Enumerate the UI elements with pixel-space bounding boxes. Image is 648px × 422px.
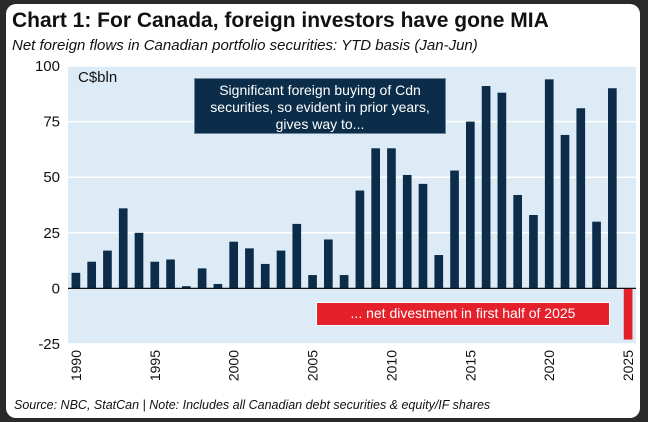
y-axis-unit-label: C$bln <box>78 69 117 86</box>
x-tick-label: 2015 <box>462 350 478 381</box>
bar-2011 <box>402 174 412 289</box>
bar-2000 <box>229 241 239 289</box>
x-tick-label: 2010 <box>383 350 399 381</box>
x-tick-label: 2000 <box>226 350 242 381</box>
bar-1998 <box>197 268 207 289</box>
bar-2008 <box>355 190 365 289</box>
x-tick-label: 2005 <box>305 350 321 381</box>
chart-card: Chart 1: For Canada, foreign investors h… <box>6 4 640 418</box>
bar-2018 <box>513 194 523 289</box>
chart-title: Chart 1: For Canada, foreign investors h… <box>12 9 549 32</box>
bar-2017 <box>497 92 507 289</box>
x-tick-label: 1990 <box>68 350 84 381</box>
bar-2015 <box>465 121 475 289</box>
bar-2013 <box>434 255 444 289</box>
bar-1990 <box>71 272 81 289</box>
bar-1999 <box>213 283 223 289</box>
annotation-top-note-text: Significant foreign buying of Cdn securi… <box>210 82 430 132</box>
bar-1995 <box>150 261 160 289</box>
source-note: Source: NBC, StatCan | Note: Includes al… <box>14 398 491 412</box>
x-tick-label: 1995 <box>147 350 163 381</box>
annotation-top-note: Significant foreign buying of Cdn securi… <box>194 78 446 134</box>
bar-2004 <box>292 223 302 289</box>
bar-1992 <box>103 250 112 289</box>
bar-2007 <box>339 275 349 289</box>
x-tick-label: 2025 <box>620 350 636 381</box>
bar-2016 <box>481 86 491 289</box>
bar-2023 <box>592 221 601 289</box>
y-tick-label: 0 <box>52 280 60 297</box>
bar-2010 <box>387 148 396 289</box>
bar-2021 <box>560 134 570 289</box>
bar-2014 <box>450 170 459 289</box>
y-tick-label: 75 <box>43 114 60 131</box>
chart-subtitle: Net foreign flows in Canadian portfolio … <box>12 37 478 54</box>
bar-2001 <box>245 248 254 289</box>
annotation-bottom-note: ... net divestment in first half of 2025 <box>316 302 610 326</box>
bar-2019 <box>529 215 538 289</box>
annotation-bottom-note-text: ... net divestment in first half of 2025 <box>350 305 576 321</box>
bar-2006 <box>323 239 333 289</box>
bar-2024 <box>607 88 617 289</box>
bar-1994 <box>134 232 144 289</box>
bar-2009 <box>371 148 381 289</box>
bar-2020 <box>544 79 554 289</box>
bar-1997 <box>181 286 191 289</box>
bar-chart: -25 0 25 50 75 100 1990 1995 2000 2005 2010 2015 202… <box>35 58 636 381</box>
bar-1991 <box>87 261 97 289</box>
bar-1993 <box>118 208 128 289</box>
bar-2022 <box>576 108 586 289</box>
bar-2025 <box>623 288 633 340</box>
bar-2005 <box>308 275 317 289</box>
x-tick-label: 2020 <box>541 350 557 381</box>
bar-2003 <box>276 250 286 289</box>
y-tick-label: 25 <box>43 225 60 242</box>
y-tick-label: -25 <box>38 336 60 353</box>
bar-2002 <box>260 263 270 289</box>
y-tick-label: 100 <box>35 58 60 75</box>
bar-1996 <box>166 259 175 289</box>
bar-2012 <box>418 183 428 289</box>
y-tick-label: 50 <box>43 169 60 186</box>
